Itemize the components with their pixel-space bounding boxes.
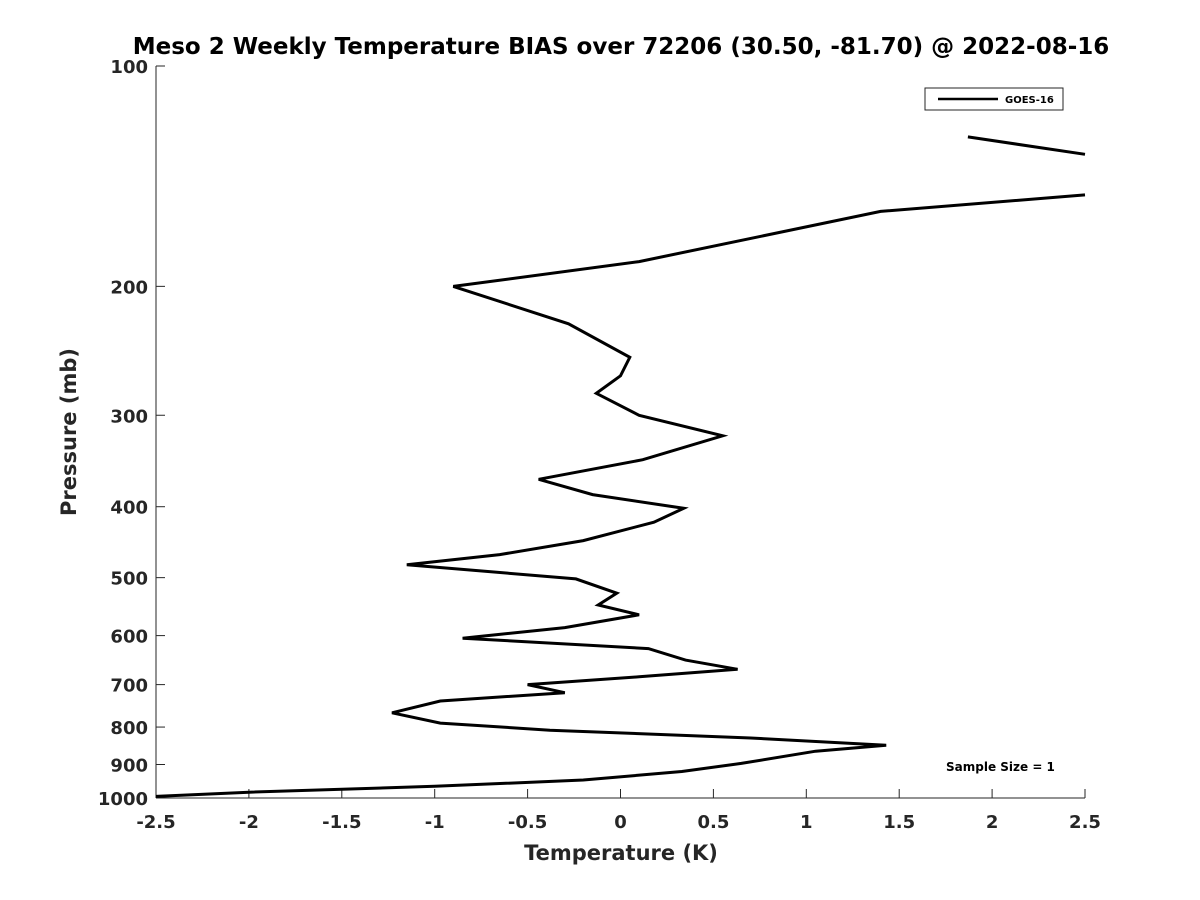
y-tick-label: 800 xyxy=(110,718,148,739)
x-tick-label: -1.5 xyxy=(322,812,361,833)
x-tick-label: -0.5 xyxy=(508,812,547,833)
y-tick-label: 200 xyxy=(110,277,148,298)
y-tick-label: 700 xyxy=(110,676,148,697)
y-axis-label: Pressure (mb) xyxy=(57,348,81,516)
x-tick-label: -2 xyxy=(239,812,259,833)
x-axis-ticks: -2.5 -2 -1.5 -1 -0.5 0 0.5 1 1.5 2 2.5 xyxy=(136,789,1101,833)
y-tick-label: 100 xyxy=(110,57,148,78)
x-tick-label: 0.5 xyxy=(697,812,729,833)
y-tick-label: 900 xyxy=(110,756,148,777)
series-line-goes-16 xyxy=(155,193,1086,798)
x-tick-label: 1.5 xyxy=(883,812,915,833)
x-tick-label: -2.5 xyxy=(136,812,175,833)
series-line-goes-16 xyxy=(967,135,1086,156)
y-tick-label: 1000 xyxy=(98,789,148,810)
chart-title: Meso 2 Weekly Temperature BIAS over 7220… xyxy=(133,34,1110,60)
y-tick-label: 600 xyxy=(110,627,148,648)
x-tick-label: 0 xyxy=(614,812,627,833)
series-group xyxy=(155,135,1086,798)
x-tick-label: -1 xyxy=(425,812,445,833)
x-axis-label: Temperature (K) xyxy=(524,841,718,865)
legend-entry-goes-16: GOES-16 xyxy=(1005,95,1054,106)
y-tick-label: 400 xyxy=(110,498,148,519)
x-tick-label: 1 xyxy=(800,812,813,833)
sample-size-annotation: Sample Size = 1 xyxy=(946,760,1055,774)
legend: GOES-16 xyxy=(924,87,1064,111)
y-tick-label: 500 xyxy=(110,569,148,590)
plot-frame xyxy=(155,66,1085,799)
y-axis-ticks: 100 200 300 400 500 600 700 800 900 1000 xyxy=(98,57,165,810)
x-tick-label: 2.5 xyxy=(1069,812,1101,833)
x-tick-label: 2 xyxy=(986,812,999,833)
y-tick-label: 300 xyxy=(110,406,148,427)
